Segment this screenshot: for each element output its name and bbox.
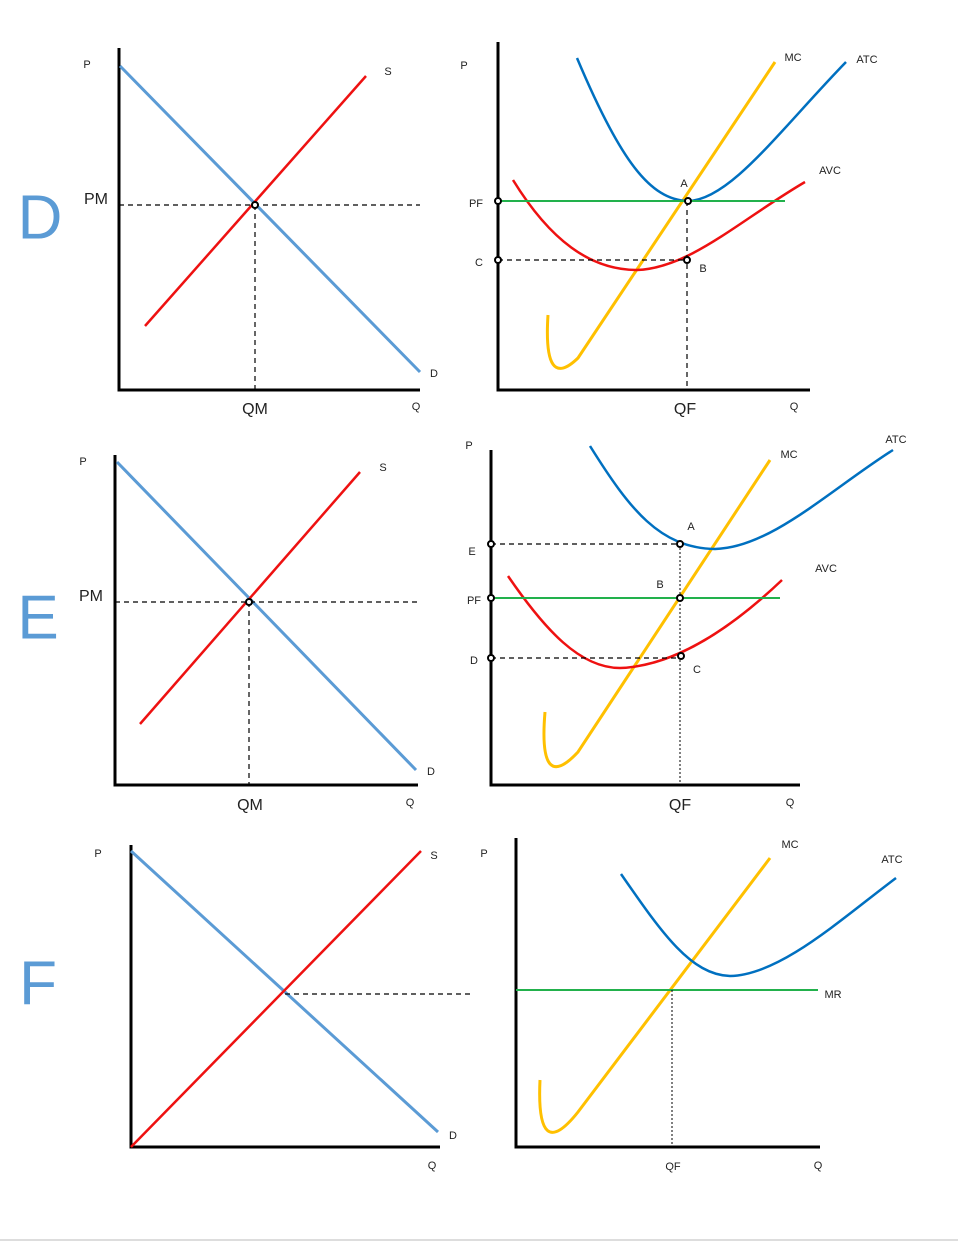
- point: [251, 201, 259, 209]
- label: A: [687, 521, 695, 533]
- label: PM: [79, 588, 103, 605]
- point: [487, 594, 495, 602]
- atc-curve: [575, 57, 847, 203]
- label: P: [465, 440, 472, 452]
- row-letter: F: [19, 949, 57, 1018]
- label: S: [430, 850, 437, 862]
- label: MC: [784, 52, 801, 64]
- label: PF: [467, 595, 481, 607]
- label: PM: [84, 191, 108, 208]
- label: P: [83, 59, 90, 71]
- label: P: [480, 848, 487, 860]
- row-f: F P S D Q P MC ATC MR QF Q: [19, 838, 903, 1173]
- point: [677, 652, 685, 660]
- supply-line: [130, 850, 422, 1148]
- avc-curve: [506, 575, 783, 670]
- point: [684, 197, 692, 205]
- label: D: [470, 655, 478, 667]
- label: ATC: [881, 854, 902, 866]
- axes: [514, 838, 820, 1149]
- axes: [117, 48, 420, 392]
- label: A: [680, 178, 688, 190]
- label: D: [449, 1130, 457, 1142]
- demand-line: [118, 64, 422, 374]
- label: AVC: [815, 563, 837, 575]
- label: D: [430, 368, 438, 380]
- mc-curve: [545, 61, 777, 370]
- point: [676, 594, 684, 602]
- axes: [129, 845, 440, 1149]
- label: ATC: [885, 434, 906, 446]
- label: Q: [790, 401, 799, 413]
- label: C: [693, 664, 701, 676]
- axes: [113, 455, 418, 787]
- row-e: E P S PM QM D Q P MC ATC A E B AVC PF D …: [17, 434, 906, 814]
- label: Q: [814, 1160, 823, 1172]
- label: P: [79, 456, 86, 468]
- axes: [489, 450, 800, 787]
- label: Q: [428, 1160, 437, 1172]
- point: [494, 256, 502, 264]
- label: PF: [469, 198, 483, 210]
- label: QM: [242, 401, 268, 418]
- mc-curve: [542, 459, 772, 769]
- label: QF: [669, 797, 691, 814]
- label: Q: [406, 797, 415, 809]
- label: MR: [824, 989, 841, 1001]
- atc-curve: [588, 445, 894, 551]
- point: [683, 256, 691, 264]
- label: B: [699, 263, 706, 275]
- label: S: [384, 66, 391, 78]
- label: MC: [780, 449, 797, 461]
- label: QF: [674, 401, 696, 418]
- axes: [496, 42, 810, 392]
- mc-curve: [538, 857, 772, 1134]
- label: Q: [786, 797, 795, 809]
- label: QF: [665, 1161, 681, 1173]
- atc-curve: [619, 873, 897, 978]
- label: C: [475, 257, 483, 269]
- label: MC: [781, 839, 798, 851]
- point: [245, 598, 253, 606]
- label: QM: [237, 797, 263, 814]
- point: [494, 197, 502, 205]
- label: E: [468, 546, 475, 558]
- point: [487, 654, 495, 662]
- row-letter: D: [18, 183, 63, 252]
- label: Q: [412, 401, 421, 413]
- point: [487, 540, 495, 548]
- label: D: [427, 766, 435, 778]
- label: B: [656, 579, 663, 591]
- row-d: D P S PM QM D Q P MC ATC AVC A PF C B QF…: [18, 42, 878, 418]
- label: AVC: [819, 165, 841, 177]
- label: S: [379, 462, 386, 474]
- supply-line: [144, 75, 367, 327]
- point: [676, 540, 684, 548]
- label: P: [460, 60, 467, 72]
- label: P: [94, 848, 101, 860]
- avc-curve: [511, 179, 806, 272]
- demand-line: [115, 460, 418, 772]
- label: ATC: [856, 54, 877, 66]
- row-letter: E: [17, 583, 58, 652]
- supply-line: [139, 471, 361, 725]
